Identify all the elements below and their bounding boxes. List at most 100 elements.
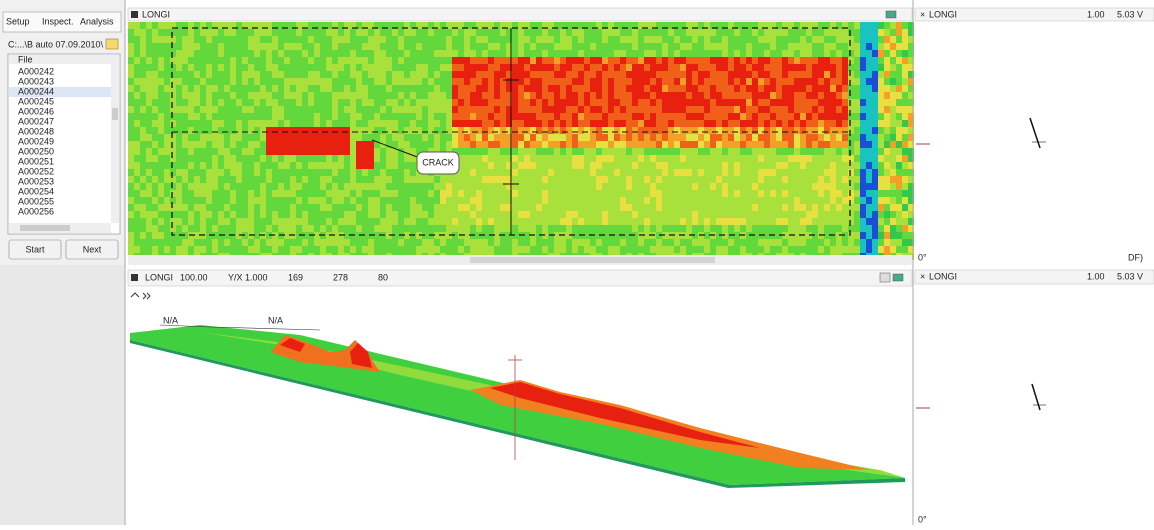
rotation[interactable]: 80 bbox=[378, 272, 388, 282]
file-item[interactable]: A000244 bbox=[18, 86, 54, 96]
heat-cell bbox=[896, 99, 902, 106]
heat-cell bbox=[776, 43, 782, 50]
file-item[interactable]: A000248 bbox=[18, 126, 54, 136]
heat-cell bbox=[596, 57, 602, 64]
folder-icon[interactable] bbox=[105, 38, 119, 50]
file-item[interactable]: A000256 bbox=[18, 206, 54, 216]
heat-cell bbox=[704, 85, 710, 92]
rotation[interactable]: 278 bbox=[333, 272, 348, 282]
file-item[interactable]: A000242 bbox=[18, 66, 54, 76]
rotation[interactable]: 169 bbox=[288, 272, 303, 282]
palette-icon[interactable] bbox=[892, 273, 904, 282]
heat-cell bbox=[278, 92, 284, 99]
heat-cell bbox=[410, 239, 416, 246]
heat-cell bbox=[770, 239, 776, 246]
tool-icon[interactable] bbox=[879, 272, 891, 283]
file-item[interactable]: A000250 bbox=[18, 146, 54, 156]
heat-cell bbox=[488, 134, 494, 141]
heat-cell bbox=[884, 169, 890, 176]
heat-cell bbox=[872, 162, 878, 169]
heat-cell bbox=[734, 155, 740, 162]
file-item[interactable]: A000254 bbox=[18, 186, 54, 196]
heat-cell bbox=[440, 197, 446, 204]
heat-cell bbox=[908, 120, 914, 127]
button[interactable] bbox=[8, 239, 62, 260]
tab[interactable]: Analysis bbox=[80, 16, 114, 26]
heat-cell bbox=[284, 162, 290, 169]
tab[interactable]: Inspect. bbox=[42, 16, 74, 26]
heat-cell bbox=[344, 162, 350, 169]
close-icon[interactable]: × bbox=[920, 9, 925, 19]
heat-cell bbox=[776, 218, 782, 225]
heat-cell bbox=[872, 36, 878, 43]
heat-cell bbox=[878, 211, 884, 218]
heat-cell bbox=[734, 43, 740, 50]
heat-cell bbox=[758, 36, 764, 43]
file-item[interactable]: A000252 bbox=[18, 166, 54, 176]
heat-cell bbox=[644, 211, 650, 218]
file-item[interactable]: A000253 bbox=[18, 176, 54, 186]
heat-cell bbox=[596, 225, 602, 232]
heat-cell bbox=[752, 246, 758, 253]
heat-cell bbox=[392, 148, 398, 155]
heat-cell bbox=[338, 64, 344, 71]
heat-cell bbox=[428, 204, 434, 211]
heat-cell bbox=[392, 78, 398, 85]
button[interactable] bbox=[65, 239, 119, 260]
button-label[interactable]: Next bbox=[83, 244, 102, 254]
heat-cell bbox=[314, 113, 320, 120]
palette-icon[interactable] bbox=[885, 10, 897, 19]
v-scrollbar[interactable] bbox=[111, 55, 119, 223]
h-thumb[interactable] bbox=[20, 225, 70, 231]
heat-cell bbox=[806, 50, 812, 57]
heat-cell bbox=[350, 71, 356, 78]
heat-cell bbox=[848, 218, 854, 225]
heat-cell bbox=[128, 134, 134, 141]
heat-cell bbox=[572, 120, 578, 127]
close-icon[interactable]: × bbox=[920, 271, 925, 281]
heat-cell bbox=[764, 106, 770, 113]
heat-cell bbox=[164, 148, 170, 155]
v-thumb[interactable] bbox=[112, 108, 118, 120]
heat-cell bbox=[662, 246, 668, 253]
file-item[interactable]: A000243 bbox=[18, 76, 54, 86]
heat-cell bbox=[536, 106, 542, 113]
nav-icons[interactable] bbox=[130, 292, 151, 300]
heat-cell bbox=[680, 239, 686, 246]
heat-cell bbox=[812, 29, 818, 36]
heat-cell bbox=[326, 57, 332, 64]
heat-cell bbox=[338, 99, 344, 106]
heat-cell bbox=[818, 43, 824, 50]
file-item[interactable]: A000255 bbox=[18, 196, 54, 206]
heat-cell bbox=[542, 43, 548, 50]
file-item[interactable]: A000251 bbox=[18, 156, 54, 166]
heat-cell bbox=[206, 50, 212, 57]
file-item[interactable]: A000246 bbox=[18, 106, 54, 116]
heat-cell bbox=[362, 78, 368, 85]
heat-cell bbox=[674, 204, 680, 211]
heat-cell bbox=[386, 197, 392, 204]
button-label[interactable]: Start bbox=[25, 244, 45, 254]
heat-cell bbox=[416, 141, 422, 148]
heat-cell bbox=[284, 120, 290, 127]
file-item[interactable]: A000247 bbox=[18, 116, 54, 126]
heat-cell bbox=[494, 204, 500, 211]
heat-cell bbox=[128, 162, 134, 169]
heat-cell bbox=[896, 239, 902, 246]
heat-cell bbox=[212, 99, 218, 106]
heat-cell bbox=[866, 246, 872, 253]
heat-cell bbox=[500, 29, 506, 36]
heat-cell bbox=[758, 155, 764, 162]
file-item[interactable]: A000249 bbox=[18, 136, 54, 146]
heat-cell bbox=[140, 85, 146, 92]
file-item[interactable]: A000245 bbox=[18, 96, 54, 106]
heat-cell bbox=[482, 176, 488, 183]
heat-cell bbox=[908, 218, 914, 225]
h-thumb[interactable] bbox=[470, 257, 715, 263]
heat-cell bbox=[302, 225, 308, 232]
heat-cell bbox=[128, 43, 134, 50]
heat-cell bbox=[338, 183, 344, 190]
heat-cell bbox=[224, 197, 230, 204]
heat-cell bbox=[338, 120, 344, 127]
tab[interactable]: Setup bbox=[6, 16, 30, 26]
